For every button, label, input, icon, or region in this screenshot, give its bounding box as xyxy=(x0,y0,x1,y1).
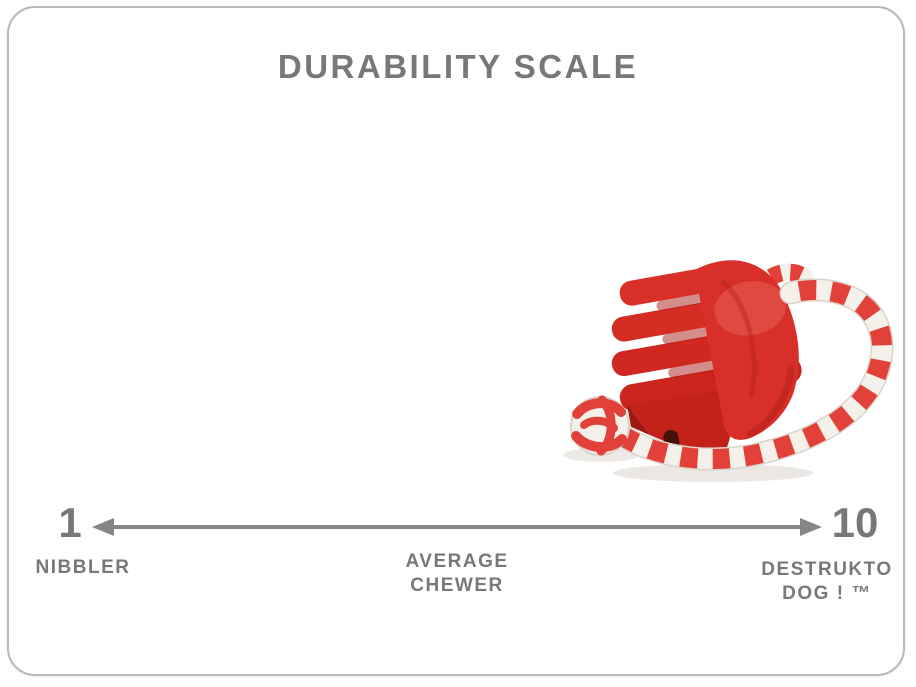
product-toy-image xyxy=(555,243,895,493)
scale-mid-label-line2: CHEWER xyxy=(410,575,504,596)
scale-min-label: NIBBLER xyxy=(18,556,148,580)
scale-min-label-text: NIBBLER xyxy=(35,557,131,578)
scale-mid-label-line1: AVERAGE xyxy=(405,551,509,572)
scale-max-value: 10 xyxy=(831,499,879,546)
scale-max-label: DESTRUKTO DOG ! ™ xyxy=(733,558,916,606)
double-arrow-icon xyxy=(92,518,822,536)
rope-knot-icon xyxy=(570,395,630,456)
chew-toy-with-rope-icon xyxy=(563,260,894,482)
page-title: DURABILITY SCALE xyxy=(277,48,639,85)
scale-axis xyxy=(0,505,916,549)
scale-max-label-line1: DESTRUKTO xyxy=(761,559,893,580)
scale-mid-label: AVERAGE CHEWER xyxy=(357,550,557,598)
scale-min-value: 1 xyxy=(58,499,82,546)
rope-icon xyxy=(609,278,894,471)
scale-max-label-line2: DOG ! ™ xyxy=(782,583,872,604)
